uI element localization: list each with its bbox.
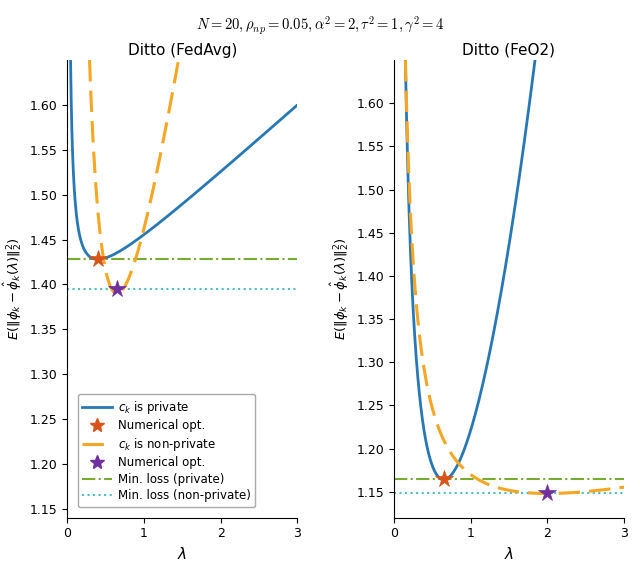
Title: Ditto (FedAvg): Ditto (FedAvg): [127, 42, 237, 58]
Y-axis label: $E(\|\phi_k - \hat{\phi}_k(\lambda)\|_2^2)$: $E(\|\phi_k - \hat{\phi}_k(\lambda)\|_2^…: [1, 237, 24, 340]
X-axis label: $\lambda$: $\lambda$: [504, 546, 514, 562]
Text: $N = 20, \rho_{np} = 0.05, \alpha^2 = 2, \tau^2 = 1, \gamma^2 = 4$: $N = 20, \rho_{np} = 0.05, \alpha^2 = 2,…: [196, 14, 444, 37]
Y-axis label: $E(\|\phi_k - \hat{\phi}_k(\lambda)\|_2^2)$: $E(\|\phi_k - \hat{\phi}_k(\lambda)\|_2^…: [328, 237, 351, 340]
Title: Ditto (FeO2): Ditto (FeO2): [463, 42, 556, 58]
X-axis label: $\lambda$: $\lambda$: [177, 546, 188, 562]
Legend: $c_k$ is private, Numerical opt., $c_k$ is non-private, Numerical opt., Min. los: $c_k$ is private, Numerical opt., $c_k$ …: [77, 394, 255, 507]
